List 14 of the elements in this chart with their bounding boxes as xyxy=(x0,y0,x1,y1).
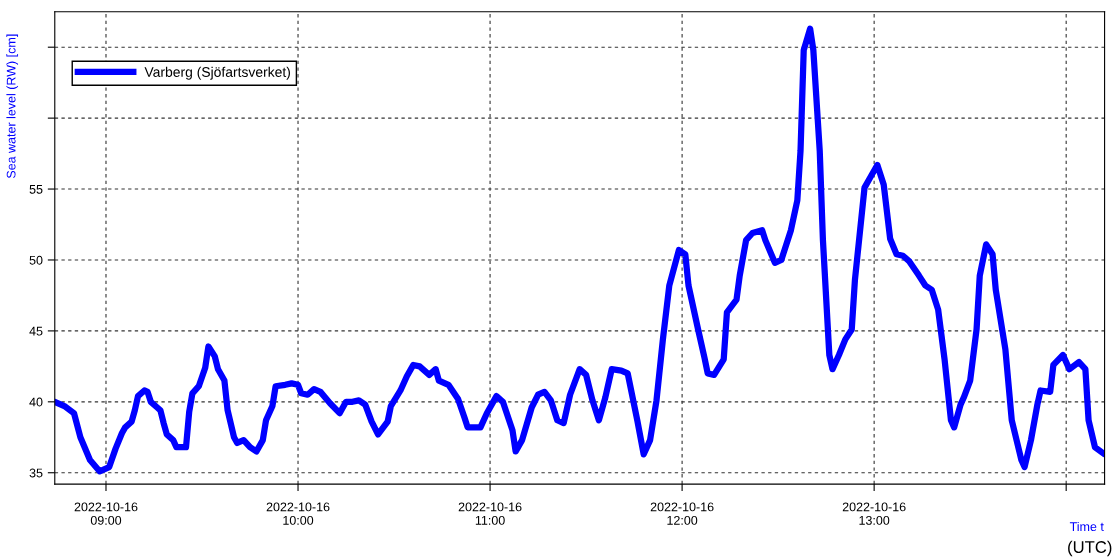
text: (UTC) xyxy=(1068,540,1112,557)
y-tick-label: 40 xyxy=(29,397,43,407)
x-tick-label: 2022-10-16 12:00 xyxy=(650,502,714,525)
x-tick-label: 2022-10-16 10:00 xyxy=(266,502,330,525)
legend-label: Varberg (Sjöfartsverket) xyxy=(144,66,290,80)
x-axis-title: Time t xyxy=(1069,521,1104,532)
x-tick-label: 2022-10-16 13:00 xyxy=(842,502,906,525)
y-tick-label: 35 xyxy=(29,468,43,478)
y-tick-label: 55 xyxy=(29,184,43,194)
x-tick-label: 2022-10-16 09:00 xyxy=(74,502,138,525)
y-axis-title: Sea water level (RW) [cm] xyxy=(6,34,19,179)
y-tick-label: 50 xyxy=(29,255,43,265)
y-tick-label: 45 xyxy=(29,326,43,336)
x-tick-label: 2022-10-16 11:00 xyxy=(458,502,522,525)
